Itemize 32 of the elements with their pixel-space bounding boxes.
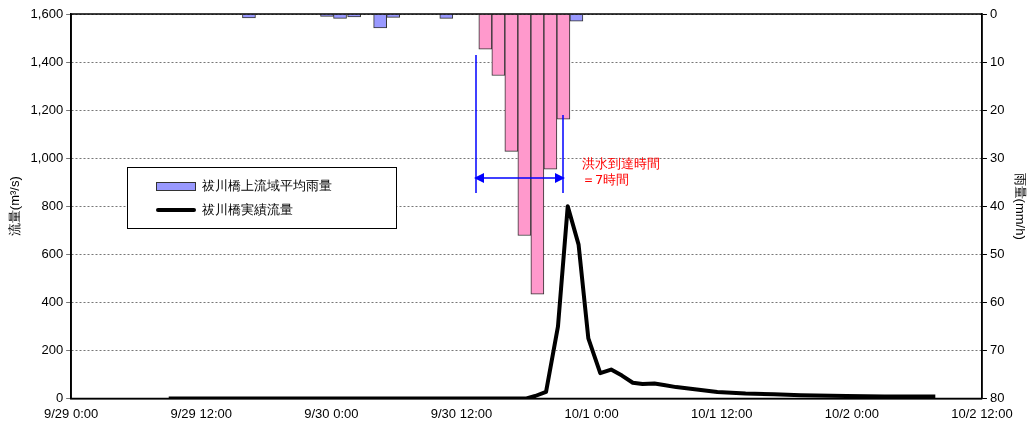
x-tick-label: 10/2 12:00 <box>951 405 1013 421</box>
legend-label: 祓川橋実績流量 <box>202 201 293 219</box>
annotation: ＝7時間 <box>582 171 630 189</box>
y-tick-label: 200 <box>41 341 64 357</box>
y-tick-label: 600 <box>41 245 64 261</box>
x-tick-label: 9/30 0:00 <box>304 405 359 421</box>
y2-tick-label: 30 <box>989 149 1005 165</box>
x-tick-label: 10/2 0:00 <box>824 405 879 421</box>
y-tick-label: 400 <box>41 293 64 309</box>
x-tick-label: 9/29 12:00 <box>170 405 232 421</box>
x-tick-label: 10/1 12:00 <box>690 405 753 421</box>
y2-tick-label: 70 <box>989 341 1005 357</box>
y2-tick-label: 20 <box>989 101 1005 117</box>
y-axis-title: 流量(m³/s) <box>7 176 23 237</box>
legend-label: 祓川橋上流域平均雨量 <box>202 177 332 195</box>
y-tick-label: 800 <box>41 197 64 213</box>
y2-tick-label: 40 <box>989 197 1005 213</box>
y2-tick-label: 50 <box>989 245 1005 261</box>
y2-tick-label: 10 <box>989 53 1005 69</box>
y2-axis-title: 雨量(mm/h) <box>1012 172 1028 240</box>
y2-tick-label: 0 <box>989 5 998 21</box>
y-tick-label: 1,600 <box>30 5 64 21</box>
x-tick-label: 10/1 0:00 <box>564 405 619 421</box>
y2-tick-label: 60 <box>989 293 1005 309</box>
y-tick-label: 0 <box>55 389 64 405</box>
x-tick-label: 9/29 0:00 <box>44 405 99 421</box>
y2-tick-label: 80 <box>989 389 1005 405</box>
y-tick-label: 1,000 <box>30 149 64 165</box>
y-tick-label: 1,400 <box>30 53 64 69</box>
y-tick-label: 1,200 <box>30 101 64 117</box>
x-tick-label: 9/30 12:00 <box>430 405 493 421</box>
annotation: 洪水到達時間 <box>582 155 660 173</box>
